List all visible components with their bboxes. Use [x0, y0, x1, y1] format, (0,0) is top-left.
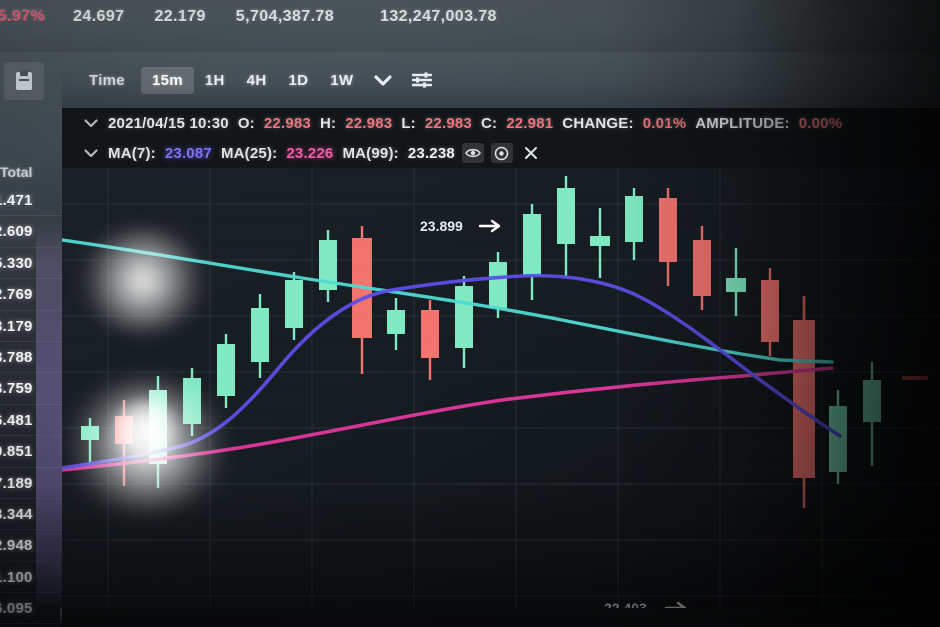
ohlc-high-label: H:	[319, 114, 337, 132]
timeframe-1d[interactable]: 1D	[288, 71, 309, 89]
high-marker-label: 23.899	[420, 218, 463, 234]
orderbook-row: 7.189	[0, 468, 62, 499]
candlestick-plot[interactable]: 23.899 22.403	[62, 168, 940, 608]
ma99-label: MA(99):	[342, 144, 399, 162]
ma7-value: 23.087	[164, 144, 212, 162]
ticker-volume-base: 5,704,387.78	[235, 8, 335, 25]
orderbook-row: 3.788	[0, 342, 62, 374]
orderbook-row: 6.095	[0, 593, 62, 625]
ohlc-open-label: O:	[237, 114, 255, 132]
ticker-volume-quote: 132,247,003.78	[380, 8, 497, 25]
orderbook-row: 3.179	[0, 311, 62, 342]
ohlc-high-value: 22.983	[345, 114, 393, 132]
orderbook-rail: Total 1.471 2.609 5.330 2.769 3.179 3.78…	[0, 52, 62, 627]
timeframe-1h[interactable]: 1H	[204, 71, 225, 89]
chart-toolbar: Time 15m 1H 4H 1D 1W	[62, 52, 940, 108]
orderbook-row: 3.344	[0, 499, 62, 531]
candle	[793, 296, 815, 508]
chevron-down-icon[interactable]	[364, 70, 402, 90]
close-x-icon[interactable]	[520, 143, 542, 163]
orderbook-price-list[interactable]: 1.471 2.609 5.330 2.769 3.179 3.788 3.75…	[0, 185, 62, 627]
ma7-label: MA(7):	[108, 144, 156, 162]
low-marker-label: 22.403	[604, 600, 647, 608]
orderbook-row: 5.330	[0, 248, 62, 280]
ticker-change-percent: -5.97%	[0, 8, 46, 25]
orderbook-row: 1.100	[0, 562, 62, 594]
ma25-label: MA(25):	[220, 144, 278, 162]
orderbook-row: 2.948	[0, 530, 62, 562]
orderbook-row: 3.759	[0, 373, 62, 405]
orderbook-row: 1.471	[0, 185, 62, 217]
ma99-value: 23.238	[407, 144, 455, 162]
chart-panel: Time 15m 1H 4H 1D 1W	[62, 52, 940, 627]
settings-target-icon[interactable]	[490, 143, 513, 163]
indicator-settings-icon[interactable]	[402, 67, 442, 93]
amplitude-value: 0.00%	[798, 114, 843, 132]
orderbook-icon[interactable]	[4, 62, 44, 100]
ohlc-datetime: 2021/04/15 10:30	[108, 114, 229, 132]
orderbook-row: 0.851	[0, 436, 62, 468]
ticker-low: 22.179	[154, 8, 206, 25]
ohlc-info-row: 2021/04/15 10:30 O: 22.983 H: 22.983 L: …	[62, 108, 940, 138]
orderbook-row: 2.769	[0, 279, 62, 311]
chevron-down-icon[interactable]	[84, 118, 98, 128]
chevron-down-icon[interactable]	[84, 148, 98, 158]
timeframe-4h[interactable]: 4H	[246, 71, 267, 89]
change-value: 0.01%	[642, 114, 687, 132]
ma25-value: 23.226	[286, 144, 334, 162]
amplitude-label: AMPLITUDE:	[695, 114, 790, 132]
ticker-high: 24.697	[73, 8, 125, 25]
ohlc-close-label: C:	[480, 114, 498, 132]
market-ticker-bar: -5.97% 24.697 22.179 5,704,387.78 132,24…	[0, 0, 940, 52]
ma-info-row: MA(7): 23.087 MA(25): 23.226 MA(99): 23.…	[62, 138, 940, 168]
ohlc-close-value: 22.981	[506, 114, 554, 132]
ohlc-low-value: 22.983	[424, 114, 472, 132]
ohlc-open-value: 22.983	[263, 114, 311, 132]
candle	[902, 376, 928, 380]
eye-icon[interactable]	[461, 143, 484, 163]
chart-info-rows: 2021/04/15 10:30 O: 22.983 H: 22.983 L: …	[62, 108, 940, 168]
orderbook-row: 6.481	[0, 405, 62, 437]
timeframe-15m[interactable]: 15m	[140, 66, 194, 94]
orderbook-total-label: Total	[0, 164, 33, 180]
change-label: CHANGE:	[562, 114, 634, 132]
timeframe-1w[interactable]: 1W	[330, 71, 354, 89]
orderbook-row: 2.609	[0, 216, 62, 248]
ohlc-low-label: L:	[401, 114, 416, 132]
toolbar-time-label: Time	[89, 71, 125, 89]
